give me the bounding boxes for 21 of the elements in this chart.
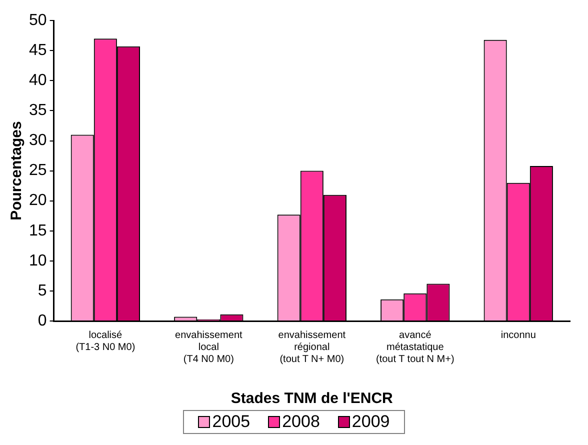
y-tick-label: 0 — [38, 312, 47, 330]
x-tick-label: envahissement local (T4 N0 M0) — [175, 330, 243, 365]
y-axis-title: Pourcentages — [8, 121, 26, 220]
y-tick-label: 35 — [29, 102, 47, 120]
y-tick-label: 20 — [29, 192, 47, 210]
y-tick-label: 50 — [29, 12, 47, 30]
y-tick-label: 25 — [29, 162, 47, 180]
y-tick-label: 5 — [38, 282, 47, 300]
y-tick-label: 45 — [29, 42, 47, 60]
y-tick-label: 10 — [29, 252, 47, 270]
x-tick-label: inconnu — [500, 330, 536, 341]
x-tick-label: envahissement régional (tout T N+ M0) — [278, 330, 346, 365]
y-tick-label: 30 — [29, 132, 47, 150]
x-tick-label: localisé (T1-3 N0 M0) — [76, 330, 136, 353]
y-tick-label: 15 — [29, 222, 47, 240]
x-axis-title: Stades TNM de l'ENCR — [230, 390, 394, 408]
legend-label: 2005 — [212, 412, 250, 432]
legend-label: 2008 — [282, 412, 320, 432]
x-tick-label: avancé métastatique (tout T tout N M+) — [376, 330, 454, 365]
legend-label: 2009 — [352, 412, 390, 432]
y-tick-label: 40 — [29, 72, 47, 90]
